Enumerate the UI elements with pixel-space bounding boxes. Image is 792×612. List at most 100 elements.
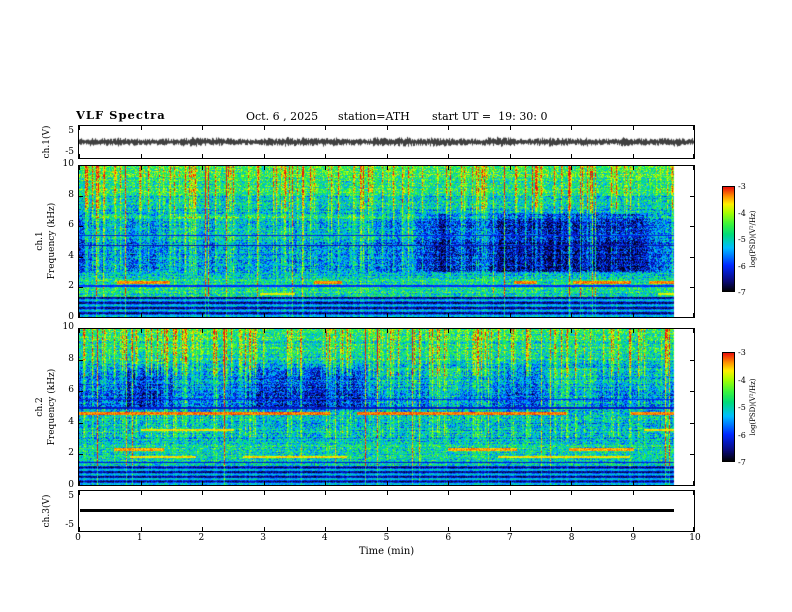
axis-tick-mark <box>690 226 694 227</box>
axis-tick-mark <box>325 329 326 333</box>
ch1-channel-label: ch.1 <box>35 231 45 251</box>
x-tick-label: 8 <box>568 533 575 543</box>
axis-tick-mark <box>690 257 694 258</box>
figure-title: VLF Spectra <box>76 108 166 122</box>
axis-tick-mark <box>571 154 572 158</box>
axis-tick-mark <box>690 454 694 455</box>
axis-tick-mark <box>571 527 572 531</box>
axis-tick-mark <box>202 166 203 170</box>
axis-tick-mark <box>325 126 326 130</box>
axis-tick-mark <box>141 313 142 317</box>
axis-tick-mark <box>264 126 265 130</box>
x-tick-label: 7 <box>507 533 513 543</box>
ch3-flatline <box>80 509 674 512</box>
axis-tick-mark <box>264 527 265 531</box>
ch2-freq-tick-label: 4 <box>68 416 74 427</box>
axis-tick-mark <box>202 126 203 130</box>
ch2-freq-tick-label: 0 <box>68 480 74 490</box>
x-axis-label: Time (min) <box>358 546 415 557</box>
ch1-freq-tick-label: 10 <box>62 159 74 169</box>
axis-tick-mark <box>141 329 142 333</box>
axis-tick-mark <box>387 154 388 158</box>
colorbar-tick-label: -4 <box>738 208 746 218</box>
axis-tick-mark <box>387 313 388 317</box>
axis-tick-mark <box>79 491 80 495</box>
axis-tick-mark <box>693 154 694 158</box>
axis-tick-mark <box>141 166 142 170</box>
axis-tick-mark <box>633 527 634 531</box>
ch2-freq-tick-label: 10 <box>62 322 74 332</box>
ch1-spectrogram-panel <box>78 165 695 318</box>
axis-tick-mark <box>79 329 80 333</box>
station-label: station=ATH <box>338 110 410 123</box>
axis-tick-mark <box>202 313 203 317</box>
colorbar-tick-label: -7 <box>738 288 746 297</box>
axis-tick-mark <box>264 166 265 170</box>
ch1-freq-tick-label: 2 <box>68 281 74 292</box>
axis-tick-mark <box>448 313 449 317</box>
axis-tick-mark <box>387 527 388 531</box>
ch3-volt-tick-label: 5 <box>68 491 74 501</box>
x-tick-label: 5 <box>383 533 390 543</box>
axis-tick-mark <box>633 491 634 495</box>
axis-tick-mark <box>202 527 203 531</box>
axis-tick-mark <box>690 287 694 288</box>
ch1-spectrogram-canvas <box>79 166 694 317</box>
axis-tick-mark <box>633 166 634 170</box>
axis-tick-mark <box>325 481 326 485</box>
axis-tick-mark <box>633 126 634 130</box>
axis-tick-mark <box>693 313 694 317</box>
axis-tick-mark <box>141 491 142 495</box>
axis-tick-mark <box>141 481 142 485</box>
axis-tick-mark <box>202 154 203 158</box>
axis-tick-mark <box>79 287 83 288</box>
axis-tick-mark <box>510 491 511 495</box>
axis-tick-mark <box>79 391 83 392</box>
ch1-volt-tick-label: -5 <box>65 147 74 157</box>
axis-tick-mark <box>79 360 83 361</box>
axis-tick-mark <box>690 360 694 361</box>
axis-tick-mark <box>325 491 326 495</box>
axis-tick-mark <box>202 481 203 485</box>
x-tick-label: 10 <box>689 533 701 543</box>
ch1-volt-tick-label: 5 <box>68 126 74 136</box>
axis-tick-mark <box>510 126 511 130</box>
x-tick-label: 1 <box>136 533 143 543</box>
axis-tick-mark <box>79 527 80 531</box>
ch1-freq-tick-label: 0 <box>68 312 74 322</box>
ch2-freq-tick-label: 6 <box>68 385 74 396</box>
axis-tick-mark <box>387 126 388 130</box>
axis-tick-mark <box>510 154 511 158</box>
colorbar-tick-label: -5 <box>738 235 746 244</box>
axis-tick-mark <box>693 527 694 531</box>
start-ut-label: start UT = 19: 30: 0 <box>432 110 548 123</box>
axis-tick-mark <box>448 481 449 485</box>
axis-tick-mark <box>448 491 449 495</box>
axis-tick-mark <box>79 313 80 317</box>
axis-tick-mark <box>690 196 694 197</box>
ch2-spectrogram-panel <box>78 328 695 486</box>
axis-tick-mark <box>387 491 388 495</box>
ch1-voltage-waveform-canvas <box>79 126 694 158</box>
colorbar-tick-label: -7 <box>738 458 746 467</box>
axis-tick-mark <box>79 454 83 455</box>
x-tick-label: 0 <box>75 533 81 543</box>
axis-tick-mark <box>448 329 449 333</box>
colorbar-tick-label: -6 <box>738 261 746 271</box>
colorbar-tick-label: -5 <box>738 403 746 412</box>
axis-tick-mark <box>510 329 511 333</box>
axis-tick-mark <box>264 491 265 495</box>
axis-tick-mark <box>633 329 634 333</box>
ch3-volt-tick-label: -5 <box>65 520 74 530</box>
axis-tick-mark <box>264 154 265 158</box>
colorbar-ch2 <box>722 352 735 462</box>
axis-tick-mark <box>510 481 511 485</box>
axis-tick-mark <box>448 126 449 130</box>
axis-tick-mark <box>693 491 694 495</box>
axis-tick-mark <box>387 166 388 170</box>
axis-tick-mark <box>264 481 265 485</box>
axis-tick-mark <box>448 527 449 531</box>
x-tick-label: 9 <box>630 533 637 543</box>
x-tick-label: 3 <box>260 533 266 543</box>
